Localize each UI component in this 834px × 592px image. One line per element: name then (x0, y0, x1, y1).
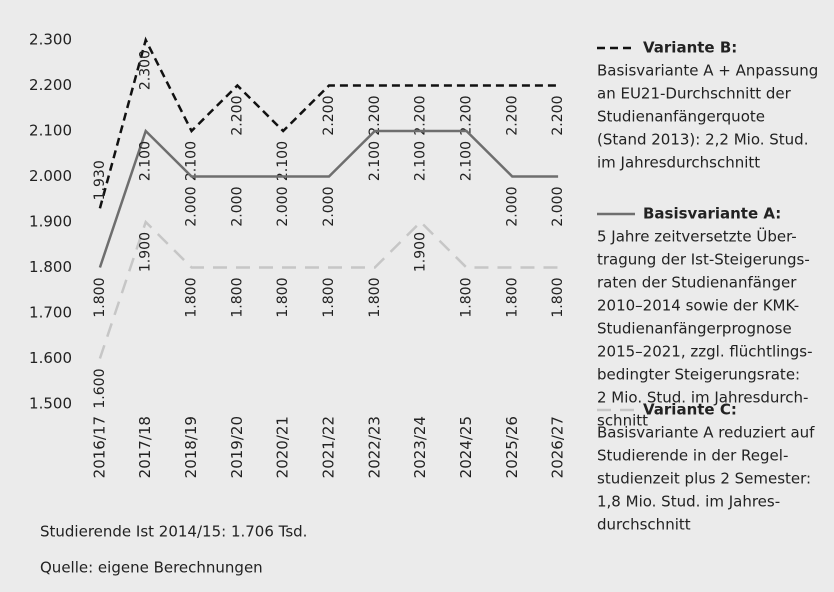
data-label: 1.800 (229, 278, 245, 318)
legend-description: 5 Jahre zeitversetzte Über- (597, 227, 797, 246)
data-label: 1.800 (275, 278, 291, 318)
y-tick-label: 1.800 (29, 258, 72, 276)
legend-description: 2015–2021, zzgl. flüchtlings- (597, 343, 813, 361)
x-tick-label: 2017/18 (136, 416, 154, 478)
data-label: 2.200 (550, 96, 566, 136)
line (98, 128, 559, 268)
data-label: 2.300 (138, 50, 154, 90)
data-label: 1.900 (413, 232, 429, 272)
legend-description: Basisvariante A reduziert auf (597, 424, 815, 442)
data-label: 1.900 (138, 232, 154, 272)
data-label: 2.200 (413, 96, 429, 136)
legend-description: bedingter Steigerungsrate: (597, 366, 800, 384)
legend-description: durchschnitt (597, 516, 691, 534)
line (98, 36, 559, 209)
legend-description: Studienanfängerprognose (597, 320, 792, 338)
data-label: 1.800 (458, 278, 474, 318)
data-label: 1.800 (184, 278, 200, 318)
legend-label: Variante B: (643, 39, 737, 57)
legend-description: 2 Mio. Stud. im Jahresdurch- (597, 389, 808, 407)
x-tick-label: 2021/22 (320, 416, 338, 478)
x-tick-label: 2018/19 (182, 416, 200, 478)
legend-description: 2010–2014 sowie der KMK- (597, 297, 799, 315)
data-label: 2.200 (367, 96, 383, 136)
legend-label: Variante C: (643, 401, 737, 419)
legend-label: Basisvariante A: (643, 205, 781, 223)
legend-description: an EU21-Durchschnitt der (597, 85, 792, 103)
data-label: 1.800 (367, 278, 383, 318)
y-tick-label: 2.300 (29, 31, 72, 49)
x-tick-label: 2026/27 (549, 416, 567, 478)
data-label: 1.800 (504, 278, 520, 318)
note: Studierende Ist 2014/15: 1.706 Tsd. (40, 523, 307, 541)
x-tick-label: 2024/25 (457, 416, 475, 478)
legend-description: tragung der Ist-Steigerungs- (597, 251, 810, 269)
y-tick-label: 2.000 (29, 167, 72, 185)
legend-description: 1,8 Mio. Stud. im Jahres- (597, 493, 780, 511)
line (98, 219, 559, 359)
y-tick-label: 1.900 (29, 213, 72, 231)
y-tick-label: 2.100 (29, 122, 72, 140)
data-label: 2.100 (138, 141, 154, 181)
legend-description: Basisvariante A + Anpassung (597, 62, 818, 80)
data-label: 2.000 (229, 187, 245, 227)
legend-description: Studierende in der Regel- (597, 447, 788, 465)
y-tick-label: 1.700 (29, 304, 72, 322)
y-tick-label: 1.500 (29, 395, 72, 413)
data-label: 2.200 (229, 96, 245, 136)
y-tick-label: 2.200 (29, 76, 72, 94)
legend-description: raten der Studienanfänger (597, 274, 797, 292)
x-tick-label: 2020/21 (274, 416, 292, 478)
data-label: 2.200 (458, 96, 474, 136)
data-label: 2.200 (504, 96, 520, 136)
data-label: 2.000 (184, 187, 200, 227)
data-label: 2.000 (275, 187, 291, 227)
data-label: 2.200 (321, 96, 337, 136)
legend-description: (Stand 2013): 2,2 Mio. Stud. (597, 131, 808, 149)
legend-description: studienzeit plus 2 Semester: (597, 470, 811, 488)
data-label: 1.930 (92, 160, 108, 200)
data-label: 1.800 (321, 278, 337, 318)
data-label: 2.100 (367, 141, 383, 181)
x-tick-label: 2016/17 (90, 416, 108, 478)
data-label: 2.100 (413, 141, 429, 181)
data-label: 2.000 (321, 187, 337, 227)
legend-description: Studienanfängerquote (597, 108, 765, 126)
data-label: 1.800 (550, 278, 566, 318)
data-label: 1.600 (92, 369, 108, 409)
x-tick-label: 2022/23 (365, 416, 383, 478)
legend-description: schnitt (597, 412, 648, 430)
x-tick-label: 2025/26 (503, 416, 521, 478)
legend-description: im Jahresdurchschnitt (597, 154, 760, 172)
data-label: 2.100 (275, 141, 291, 181)
data-label: 2.100 (458, 141, 474, 181)
data-label: 2.000 (550, 187, 566, 227)
source: Quelle: eigene Berechnungen (40, 559, 263, 577)
x-tick-label: 2023/24 (411, 416, 429, 478)
x-tick-label: 2019/20 (228, 416, 246, 478)
data-label: 1.800 (92, 278, 108, 318)
y-tick-label: 1.600 (29, 349, 72, 367)
data-label: 2.000 (504, 187, 520, 227)
